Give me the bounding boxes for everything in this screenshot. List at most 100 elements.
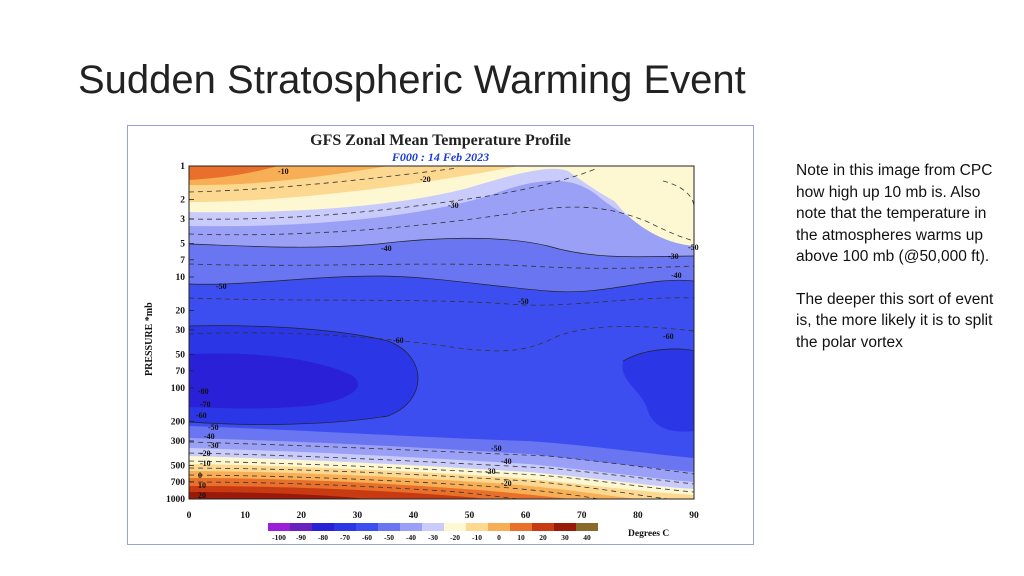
y-tick-label: 2 bbox=[180, 195, 185, 205]
contour-plot: -10 -20 -30 -40 -50 -50 -60 -60 -30 -40 … bbox=[144, 162, 699, 542]
cold-core-right bbox=[622, 348, 694, 432]
colorbar-swatch bbox=[422, 523, 444, 531]
x-tick-label: 0 bbox=[187, 511, 192, 521]
contour-label: -60 bbox=[393, 336, 404, 345]
contour-label: 10 bbox=[198, 481, 206, 490]
notes-paragraph-2: The deeper this sort of event is, the mo… bbox=[796, 290, 994, 351]
contour-label: -50 bbox=[518, 297, 529, 306]
contour-label: -20 bbox=[420, 175, 431, 184]
y-tick-label: 3 bbox=[180, 215, 185, 225]
contour-label: -50 bbox=[208, 423, 219, 432]
contour-label: -30 bbox=[668, 252, 679, 261]
colorbar-swatch bbox=[356, 523, 378, 531]
colorbar-swatch bbox=[444, 523, 466, 531]
y-tick-label: 1 bbox=[180, 162, 185, 172]
contour-label: -20 bbox=[200, 449, 211, 458]
contour-label: -40 bbox=[381, 244, 392, 253]
right-warm-region bbox=[583, 166, 694, 246]
colorbar-swatch bbox=[268, 523, 290, 531]
colorbar-swatch bbox=[290, 523, 312, 531]
y-tick-label: 10 bbox=[176, 273, 186, 283]
colorbar-swatch bbox=[400, 523, 422, 531]
contour-label: -20 bbox=[501, 479, 512, 488]
contour-label: 20 bbox=[198, 491, 206, 500]
colorbar: -100 -90 -80 -70 -60 -50 -40 -30 -20 -10 0 10 20 30 40 bbox=[268, 523, 598, 542]
speaker-notes: Note in this image from CPC how high up … bbox=[796, 160, 996, 374]
y-tick-label: 20 bbox=[176, 306, 186, 316]
x-tick-labels: 0 10 20 30 40 50 60 70 80 90 bbox=[187, 511, 699, 521]
colorbar-swatch bbox=[510, 523, 532, 531]
plot-frame bbox=[188, 165, 695, 500]
colorbar-label: -10 bbox=[472, 533, 482, 542]
x-tick-label: 40 bbox=[409, 511, 419, 521]
y-tick-label: 100 bbox=[171, 384, 186, 394]
contour-label: -10 bbox=[278, 167, 289, 176]
cold-core-inner bbox=[189, 353, 358, 409]
contour-label: -10 bbox=[200, 459, 211, 468]
colorbar-swatch bbox=[576, 523, 598, 531]
notes-paragraph-1: Note in this image from CPC how high up … bbox=[796, 162, 993, 265]
colorbar-label: -30 bbox=[428, 533, 438, 542]
band-plus10-top bbox=[189, 166, 278, 180]
contour-label: 0 bbox=[198, 471, 202, 480]
colorbar-label: 30 bbox=[561, 533, 569, 542]
figure-title: GFS Zonal Mean Temperature Profile bbox=[310, 132, 571, 149]
colorbar-label: -70 bbox=[340, 533, 350, 542]
colorbar-label: 0 bbox=[497, 533, 501, 542]
colorbar-label: -20 bbox=[450, 533, 460, 542]
colorbar-label: 40 bbox=[583, 533, 591, 542]
y-tick-labels: 1 2 3 5 7 10 20 30 50 70 100 200 300 500 700 1000 bbox=[166, 162, 194, 505]
x-tick-label: 60 bbox=[521, 511, 531, 521]
y-tick-label: 700 bbox=[171, 478, 186, 488]
y-tick-label: 5 bbox=[180, 240, 185, 250]
contour-label: -30 bbox=[448, 201, 459, 210]
colorbar-unit-label: Degrees C bbox=[628, 529, 669, 539]
contour-label: -30 bbox=[208, 441, 219, 450]
y-tick-label: 300 bbox=[171, 437, 186, 447]
contour-label: -70 bbox=[200, 400, 211, 409]
contour-fill-layers bbox=[189, 166, 694, 499]
contour-label: -50 bbox=[491, 444, 502, 453]
contour-label: -40 bbox=[671, 271, 682, 280]
contour-label: -50 bbox=[216, 282, 227, 291]
figure-subtitle: F000 : 14 Feb 2023 bbox=[391, 150, 490, 164]
y-axis-label: PRESSURE *mb bbox=[144, 302, 155, 376]
y-tick-label: 500 bbox=[171, 462, 186, 472]
y-tick-label: 30 bbox=[176, 326, 186, 336]
contour-label: -60 bbox=[663, 332, 674, 341]
x-tick-label: 80 bbox=[633, 511, 643, 521]
colorbar-swatch bbox=[378, 523, 400, 531]
contour-label: -60 bbox=[196, 411, 207, 420]
y-tick-label: 200 bbox=[171, 417, 186, 427]
colorbar-label: -40 bbox=[406, 533, 416, 542]
colorbar-label: -80 bbox=[318, 533, 328, 542]
y-tick-label: 1000 bbox=[166, 495, 185, 505]
contour-label: -40 bbox=[204, 432, 215, 441]
band-low-plus30 bbox=[189, 492, 368, 499]
colorbar-label: -100 bbox=[272, 533, 286, 542]
slide-title: Sudden Stratospheric Warming Event bbox=[78, 58, 746, 102]
y-tick-label: 70 bbox=[176, 367, 186, 377]
colorbar-label: 10 bbox=[517, 533, 525, 542]
contour-label: -80 bbox=[198, 387, 209, 396]
colorbar-swatch bbox=[334, 523, 356, 531]
y-tick-label: 50 bbox=[176, 351, 186, 361]
colorbar-swatch bbox=[488, 523, 510, 531]
solid-isotherms bbox=[189, 237, 694, 425]
x-tick-label: 30 bbox=[353, 511, 363, 521]
colorbar-label: -60 bbox=[362, 533, 372, 542]
x-tick-label: 50 bbox=[465, 511, 475, 521]
contour-label: -40 bbox=[501, 457, 512, 466]
colorbar-swatch bbox=[466, 523, 488, 531]
x-tick-label: 90 bbox=[689, 511, 699, 521]
colorbar-label: 20 bbox=[539, 533, 547, 542]
temperature-profile-figure: GFS Zonal Mean Temperature Profile F000 … bbox=[127, 125, 754, 545]
colorbar-label: -50 bbox=[384, 533, 394, 542]
colorbar-swatch bbox=[532, 523, 554, 531]
colorbar-label: -90 bbox=[296, 533, 306, 542]
y-tick-label: 7 bbox=[180, 256, 185, 266]
x-tick-label: 20 bbox=[296, 511, 306, 521]
dashed-isotherms bbox=[189, 167, 694, 499]
contour-label: -50 bbox=[688, 243, 699, 252]
x-tick-label: 70 bbox=[577, 511, 587, 521]
